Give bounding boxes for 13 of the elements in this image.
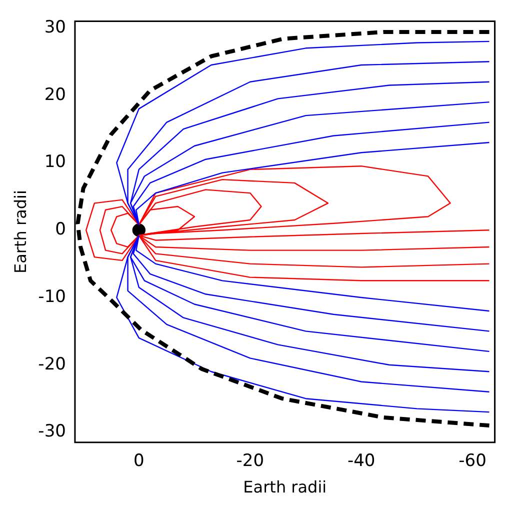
- x-axis-title: Earth radii: [243, 478, 327, 497]
- x-tick-label: -40: [347, 451, 376, 472]
- x-tick-label: -20: [236, 451, 264, 472]
- x-tick-label: 0: [134, 451, 144, 472]
- y-tick-label: -20: [38, 354, 66, 374]
- y-tick-label: 10: [44, 152, 66, 172]
- y-tick-label: 30: [44, 17, 66, 38]
- y-tick-label: -10: [38, 286, 66, 307]
- x-tick-label: -60: [458, 451, 486, 472]
- y-tick-label: 20: [44, 84, 66, 105]
- y-tick-label: -30: [38, 422, 66, 442]
- y-tick-label: 0: [55, 220, 66, 240]
- y-axis-title: Earth radii: [10, 190, 30, 274]
